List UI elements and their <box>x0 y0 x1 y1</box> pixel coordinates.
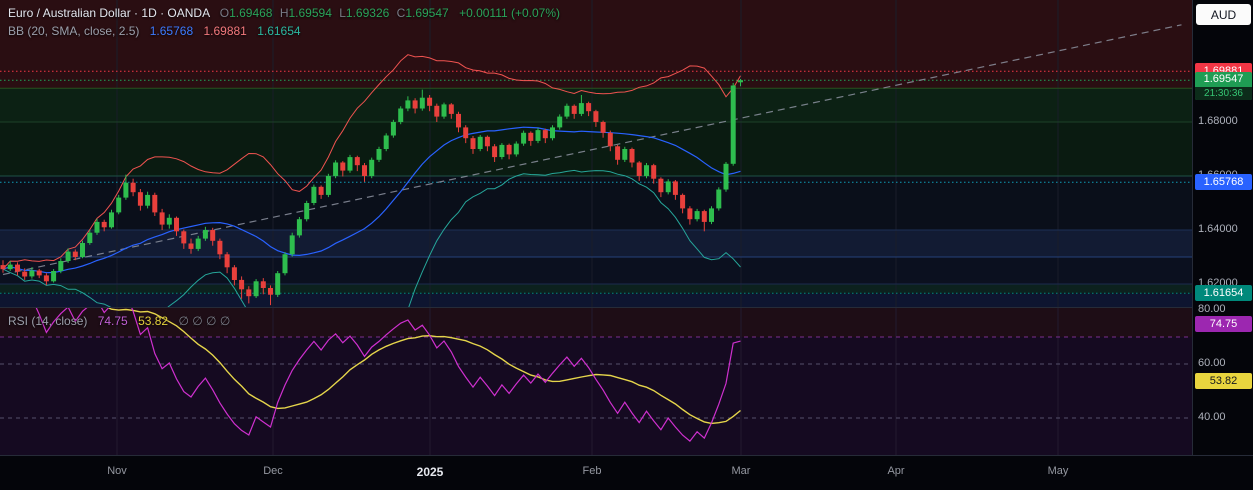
bb-basis-price-badge: 1.65768 <box>1195 174 1252 190</box>
rsi-ma-badge: 53.82 <box>1195 373 1252 389</box>
rsi-ma-value: 53.82 <box>138 314 169 328</box>
rsi-pane[interactable] <box>0 308 1192 455</box>
time-axis-label: Dec <box>263 465 283 477</box>
price-axis-label: 1.64000 <box>1198 223 1238 235</box>
time-axis-label: Mar <box>731 465 751 477</box>
time-axis-label: Feb <box>582 465 602 477</box>
high-label: H <box>279 6 289 20</box>
rsi-value: 74.75 <box>97 314 128 328</box>
bb-lower-price-badge: 1.61654 <box>1195 285 1252 301</box>
open-label: O <box>219 6 230 20</box>
bar-close-countdown: 21:30:36 <box>1195 87 1252 100</box>
open-value: 1.69468 <box>229 6 273 20</box>
price-pane[interactable] <box>0 0 1192 308</box>
rsi-value-badge: 74.75 <box>1195 316 1252 332</box>
bb-legend: BB (20, SMA, close, 2.5) 1.65768 1.69881… <box>8 24 301 38</box>
time-axis-label: 2025 <box>416 465 444 479</box>
last-price-value: 1.69547 <box>1203 73 1244 85</box>
symbol-legend: Euro / Australian Dollar · 1D · OANDA O1… <box>8 6 560 20</box>
rsi-indicator-title[interactable]: RSI (14, close) <box>8 314 88 328</box>
currency-toggle-button[interactable]: AUD <box>1196 4 1251 25</box>
low-value: 1.69326 <box>345 6 390 20</box>
price-scale[interactable]: AUD 1.680001.660001.640001.6200080.0060.… <box>1192 0 1253 455</box>
bb-lower-value: 1.61654 <box>257 24 301 38</box>
rsi-axis-label: 40.00 <box>1198 411 1226 423</box>
time-axis-label: Apr <box>887 465 905 477</box>
close-value: 1.69547 <box>405 6 449 20</box>
bb-upper-value: 1.69881 <box>203 24 247 38</box>
change-value: +0.00111 (+0.07%) <box>459 6 561 20</box>
bb-basis-value: 1.65768 <box>149 24 194 38</box>
time-axis-label: May <box>1047 465 1069 477</box>
close-label: C <box>396 6 406 20</box>
last-price-badge: 1.69547 21:30:36 <box>1195 72 1252 100</box>
rsi-legend: RSI (14, close) 74.75 53.82 ∅ ∅ ∅ ∅ <box>8 314 230 328</box>
high-value: 1.69594 <box>288 6 332 20</box>
bb-indicator-title[interactable]: BB (20, SMA, close, 2.5) <box>8 24 140 38</box>
time-scale[interactable]: Nov Dec 2025 Feb Mar Apr May <box>0 455 1253 490</box>
symbol-title[interactable]: Euro / Australian Dollar · 1D · OANDA <box>8 6 210 20</box>
pane-separator[interactable] <box>0 307 1192 308</box>
price-axis-label: 1.68000 <box>1198 115 1238 127</box>
low-label: L <box>339 6 346 20</box>
time-axis-label: Nov <box>107 465 127 477</box>
rsi-axis-label: 80.00 <box>1198 303 1226 315</box>
rsi-axis-label: 60.00 <box>1198 357 1226 369</box>
rsi-empty-values: ∅ ∅ ∅ ∅ <box>178 314 231 328</box>
